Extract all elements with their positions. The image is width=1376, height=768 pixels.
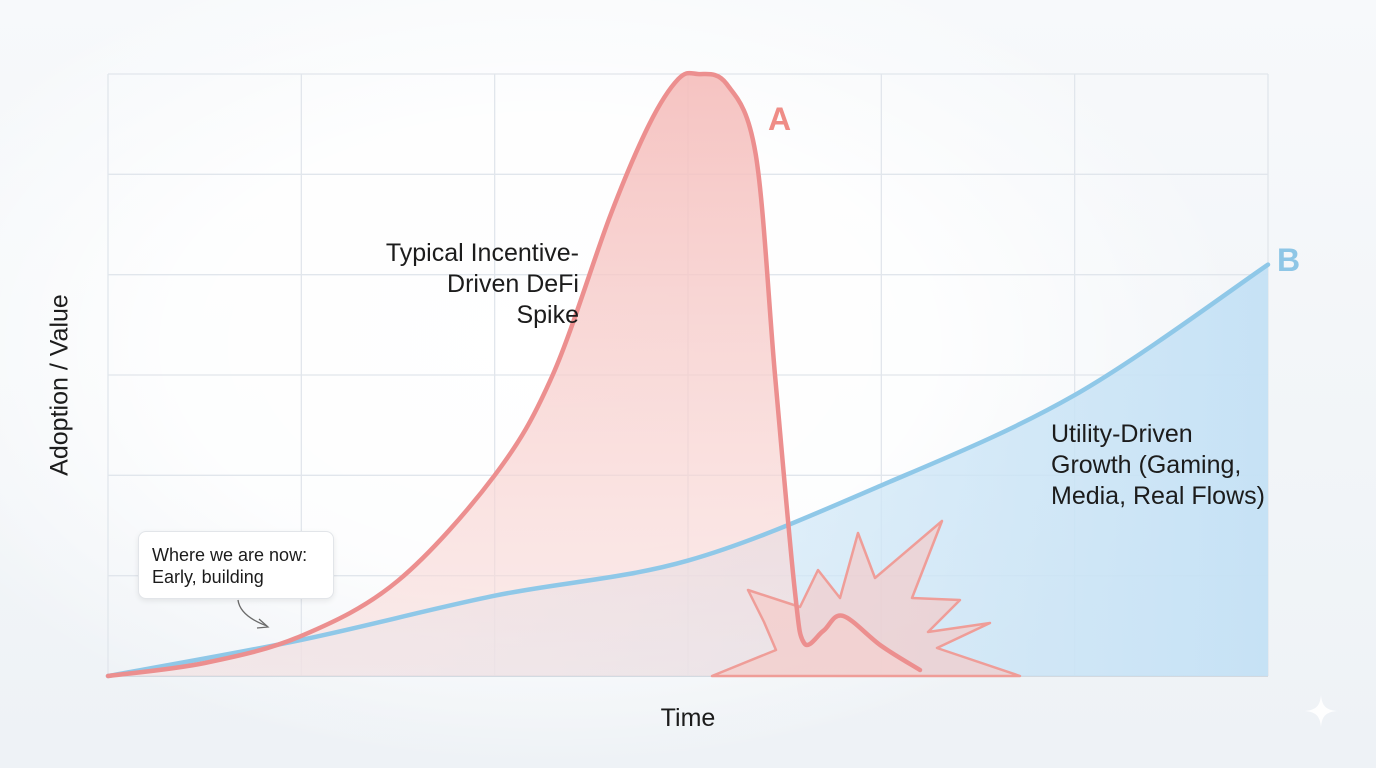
series-a-letter: A [768,101,792,137]
series-b-letter: B [1277,242,1301,278]
series-b-description-line: Utility-Driven [1051,420,1193,448]
callout-line: Where we are now: [152,545,308,565]
callout-line: Early, building [152,567,264,587]
y-axis-title: Adoption / Value [45,294,74,476]
series-b-line [105,262,1271,679]
sparkle-icon [1305,695,1337,727]
series-a-description-line: Typical Incentive- [385,239,579,267]
series-a-description-line: Spike [516,301,579,329]
series-lines [105,70,1271,679]
series-b-description-line: Growth (Gaming, [1051,451,1242,479]
series-a-area [108,73,920,676]
series-b-description-line: Media, Real Flows) [1051,482,1265,510]
callout-arrow [237,599,268,627]
series-b-area [108,264,1268,676]
series-b-description: Utility-Driven Growth (Gaming, Media, Re… [1051,419,1265,512]
series-a-line [105,70,923,679]
starburst-crash-icon [710,519,1022,678]
series-areas [108,73,1268,676]
callout-arrow-head [256,618,270,629]
x-axis-title: Time [660,704,716,732]
callout-box: Where we are now: Early, building [138,531,334,599]
series-a-description: Typical Incentive- Driven DeFi Spike [386,238,579,331]
series-a-description-line: Driven DeFi [447,270,579,298]
